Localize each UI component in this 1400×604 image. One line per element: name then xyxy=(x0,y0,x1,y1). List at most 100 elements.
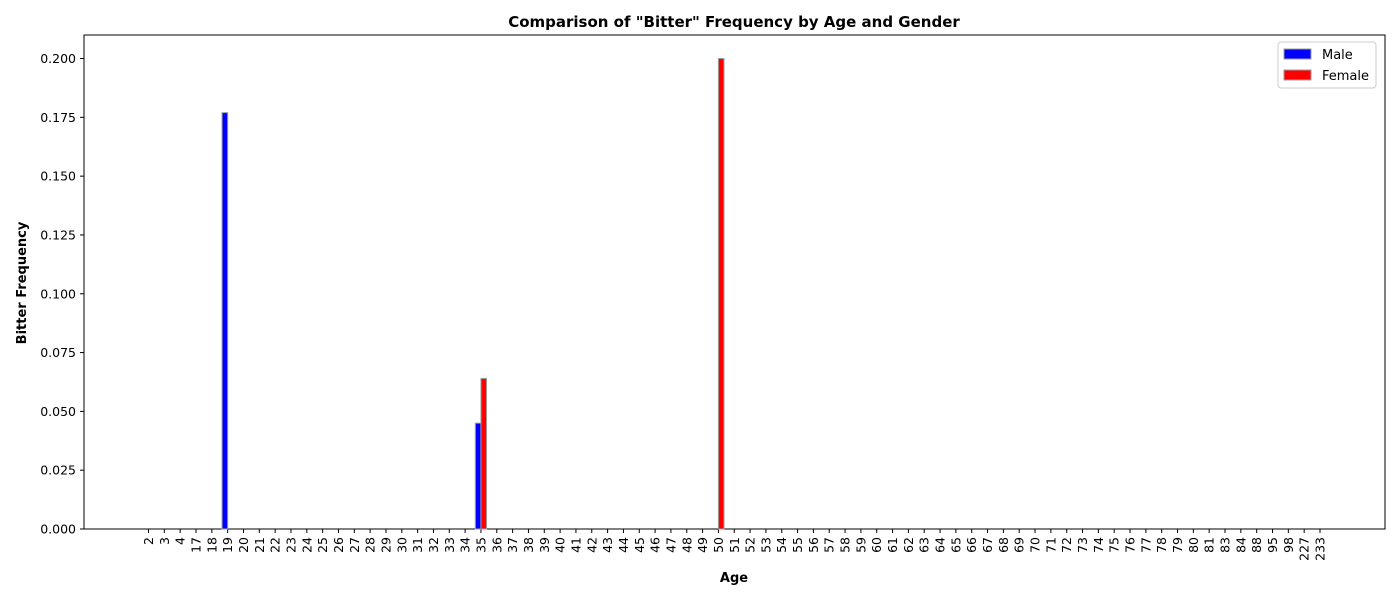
x-tick-label: 77 xyxy=(1138,537,1153,553)
x-tick-label: 47 xyxy=(663,537,678,553)
x-tick-label: 88 xyxy=(1249,537,1264,553)
x-tick-label: 51 xyxy=(727,537,742,553)
x-tick-label: 28 xyxy=(363,537,378,553)
x-tick-label: 18 xyxy=(204,537,219,553)
x-tick-label: 59 xyxy=(853,537,868,553)
y-axis: 0.000 0.025 0.050 0.075 0.100 0.125 0.150 0.175… xyxy=(40,51,84,537)
bar-male xyxy=(221,112,229,530)
x-tick-label: 71 xyxy=(1043,537,1058,553)
legend-swatch-female xyxy=(1283,69,1312,81)
x-tick-label: 75 xyxy=(1107,537,1122,553)
legend: Male Female xyxy=(1277,41,1377,89)
x-tick-label: 2 xyxy=(141,537,156,545)
x-tick-label: 22 xyxy=(268,537,283,553)
x-tick-label: 32 xyxy=(426,537,441,553)
y-tick-label: 0.075 xyxy=(40,345,76,360)
x-tick-label: 21 xyxy=(252,537,267,553)
x-tick-label: 95 xyxy=(1265,537,1280,553)
x-tick-label: 17 xyxy=(188,537,203,553)
x-tick-label: 38 xyxy=(521,537,536,553)
y-tick-label: 0.175 xyxy=(40,110,76,125)
x-tick-label: 52 xyxy=(743,537,758,553)
plot-area xyxy=(83,34,1386,530)
x-tick-label: 36 xyxy=(489,537,504,553)
x-tick-label: 81 xyxy=(1202,537,1217,553)
x-tick-label: 42 xyxy=(584,537,599,553)
x-tick-label: 57 xyxy=(822,537,837,553)
x-tick-label: 74 xyxy=(1091,537,1106,553)
x-tick-label: 27 xyxy=(347,537,362,553)
x-tick-label: 53 xyxy=(758,537,773,553)
x-tick-label: 68 xyxy=(996,537,1011,553)
y-tick-label: 0.125 xyxy=(40,227,76,242)
x-tick-label: 25 xyxy=(315,537,330,553)
bar-female xyxy=(480,377,488,530)
x-tick-label: 24 xyxy=(299,537,314,553)
bar-male xyxy=(474,422,482,530)
legend-label-male: Male xyxy=(1322,48,1353,63)
x-axis-label: Age xyxy=(720,571,748,586)
x-tick-label: 39 xyxy=(537,537,552,553)
x-tick-label: 41 xyxy=(568,537,583,553)
x-tick-label: 54 xyxy=(774,537,789,553)
x-axis: 2 3 4 17 18 19 20 21 22 23 24 25 26 27 28 29 30 31 32 33 34 3… xyxy=(141,529,1328,561)
bar-female xyxy=(717,58,725,530)
x-tick-label: 50 xyxy=(711,537,726,553)
x-tick-label: 35 xyxy=(473,537,488,553)
x-tick-label: 45 xyxy=(632,537,647,553)
x-tick-label: 79 xyxy=(1170,537,1185,553)
x-tick-label: 30 xyxy=(394,537,409,553)
y-axis-label: Bitter Frequency xyxy=(15,221,30,344)
legend-label-female: Female xyxy=(1322,69,1369,84)
x-tick-label: 72 xyxy=(1059,537,1074,553)
y-tick-label: 0.200 xyxy=(40,51,76,66)
bars xyxy=(221,58,725,530)
x-tick-label: 55 xyxy=(790,537,805,553)
x-tick-label: 63 xyxy=(917,537,932,553)
x-tick-label: 37 xyxy=(505,537,520,553)
y-tick-label: 0.025 xyxy=(40,463,76,478)
x-tick-label: 65 xyxy=(948,537,963,553)
x-tick-label: 84 xyxy=(1233,537,1248,553)
x-tick-label: 233 xyxy=(1313,537,1328,561)
x-tick-label: 43 xyxy=(600,537,615,553)
x-tick-label: 60 xyxy=(869,537,884,553)
x-tick-label: 73 xyxy=(1075,537,1090,553)
x-tick-label: 29 xyxy=(378,537,393,553)
x-tick-label: 19 xyxy=(220,537,235,553)
x-tick-label: 48 xyxy=(679,537,694,553)
x-tick-label: 58 xyxy=(838,537,853,553)
legend-swatch-male xyxy=(1283,48,1312,60)
x-tick-label: 62 xyxy=(901,537,916,553)
x-tick-label: 67 xyxy=(980,537,995,553)
y-tick-label: 0.000 xyxy=(40,522,76,537)
x-tick-label: 33 xyxy=(442,537,457,553)
x-tick-label: 70 xyxy=(1028,537,1043,553)
x-tick-label: 3 xyxy=(157,537,172,545)
x-tick-label: 34 xyxy=(458,537,473,553)
x-tick-label: 31 xyxy=(410,537,425,553)
y-tick-label: 0.100 xyxy=(40,286,76,301)
y-tick-label: 0.050 xyxy=(40,404,76,419)
x-tick-label: 76 xyxy=(1123,537,1138,553)
x-tick-label: 49 xyxy=(695,537,710,553)
y-tick-label: 0.150 xyxy=(40,169,76,184)
x-tick-label: 64 xyxy=(933,537,948,553)
x-tick-label: 66 xyxy=(964,537,979,553)
x-tick-label: 44 xyxy=(616,537,631,553)
x-tick-label: 56 xyxy=(806,537,821,553)
x-tick-label: 83 xyxy=(1218,537,1233,553)
x-tick-label: 46 xyxy=(648,537,663,553)
x-tick-label: 98 xyxy=(1281,537,1296,553)
x-tick-label: 80 xyxy=(1186,537,1201,553)
x-tick-label: 40 xyxy=(553,537,568,553)
x-tick-label: 20 xyxy=(236,537,251,553)
plot-frame xyxy=(83,34,1386,530)
x-tick-label: 69 xyxy=(1012,537,1027,553)
x-tick-label: 78 xyxy=(1154,537,1169,553)
chart-title: Comparison of "Bitter" Frequency by Age … xyxy=(508,13,960,31)
x-tick-label: 227 xyxy=(1297,537,1312,561)
x-tick-label: 23 xyxy=(283,537,298,553)
